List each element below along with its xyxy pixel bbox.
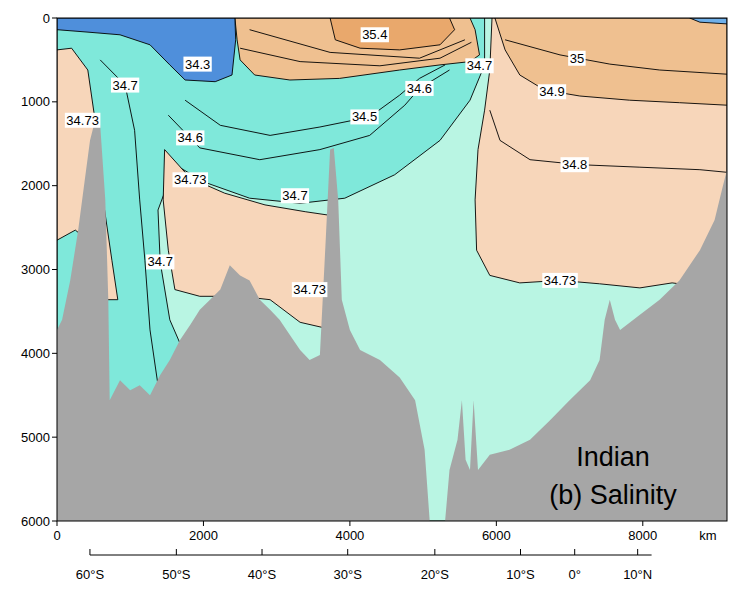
label-background xyxy=(146,254,174,269)
x-tick-label: 4000 xyxy=(335,528,364,543)
contour-label: 34.7 xyxy=(467,58,492,73)
contour-label: 35 xyxy=(570,51,584,66)
latitude-tick xyxy=(262,549,263,555)
salinity-region xyxy=(57,18,727,521)
y-tick-label: 5000 xyxy=(21,430,50,445)
contour-line xyxy=(250,30,465,59)
salinity-region xyxy=(690,18,727,24)
latitude-tick xyxy=(176,549,177,555)
latitude-tick xyxy=(89,549,90,555)
x-tick xyxy=(349,521,350,526)
y-tick xyxy=(52,269,57,270)
latitude-tick xyxy=(347,549,348,555)
salinity-region xyxy=(57,18,236,82)
y-tick xyxy=(52,521,57,522)
contour-line xyxy=(185,65,445,135)
subtitle: (b) Salinity xyxy=(549,480,677,510)
latitude-axis-line xyxy=(90,555,652,556)
latitude-tick-label: 40°S xyxy=(248,567,277,582)
contour-label: 34.8 xyxy=(562,157,587,172)
contour-label: 34.7 xyxy=(148,254,173,269)
x-tick xyxy=(203,521,204,526)
contour-label: 34.6 xyxy=(407,81,432,96)
y-tick-label: 6000 xyxy=(21,514,50,529)
latitude-tick-label: 0° xyxy=(568,567,580,582)
y-tick xyxy=(52,18,57,19)
y-tick-label: 4000 xyxy=(21,346,50,361)
salinity-region xyxy=(235,18,480,80)
latitude-tick-label: 10°S xyxy=(506,567,535,582)
x-tick-label: 8000 xyxy=(628,528,657,543)
y-tick-label: 2000 xyxy=(21,178,50,193)
latitude-tick-label: 20°S xyxy=(421,567,450,582)
x-tick xyxy=(496,521,497,526)
contour-label: 34.3 xyxy=(185,57,210,72)
x-tick-label: 2000 xyxy=(189,528,218,543)
contour-line xyxy=(505,40,727,74)
contour-line xyxy=(100,60,160,400)
label-background xyxy=(183,57,211,72)
plot-frame xyxy=(57,18,727,521)
y-tick xyxy=(52,185,57,186)
label-background xyxy=(65,113,101,128)
bathymetry xyxy=(57,120,727,521)
label-background xyxy=(561,157,589,172)
latitude-tick-label: 10°N xyxy=(623,567,652,582)
label-background xyxy=(111,78,139,93)
y-tick-label: 3000 xyxy=(21,262,50,277)
salinity-region xyxy=(475,18,727,290)
contour-line xyxy=(490,110,727,172)
contour-label: 34.5 xyxy=(352,109,377,124)
latitude-tick-label: 60°S xyxy=(76,567,105,582)
label-background xyxy=(350,109,378,124)
latitude-tick-label: 50°S xyxy=(162,567,191,582)
label-background xyxy=(542,273,578,288)
contour-label: 34.73 xyxy=(293,282,326,297)
contour-label: 34.73 xyxy=(66,113,99,128)
label-background xyxy=(281,188,309,203)
x-tick-label: 6000 xyxy=(482,528,511,543)
title: Indian xyxy=(576,442,650,472)
contour-label: 34.73 xyxy=(544,273,577,288)
x-tick-label: 0 xyxy=(53,528,60,543)
latitude-tick-label: 30°S xyxy=(334,567,363,582)
contour-label: 34.7 xyxy=(112,78,137,93)
salinity-region xyxy=(330,18,455,50)
label-background xyxy=(568,51,585,66)
chart: 35.4 34.3 34.7 35 34.7 34.6 34.9 34.73 34.5 34.6 3… xyxy=(0,0,751,592)
x-tick xyxy=(642,521,643,526)
label-background xyxy=(465,58,493,73)
salinity-region xyxy=(495,18,727,105)
contour-labels: 35.4 34.3 34.7 35 34.7 34.6 34.9 34.73 34.5 34.6 3… xyxy=(65,27,589,297)
latitude-tick xyxy=(434,549,435,555)
y-tick-label: 0 xyxy=(43,11,50,26)
x-axis-label: km xyxy=(699,528,716,543)
label-background xyxy=(292,282,328,297)
y-tick xyxy=(52,353,57,354)
label-background xyxy=(538,84,566,99)
contour-label: 34.73 xyxy=(174,172,207,187)
contour-label: 34.9 xyxy=(539,84,564,99)
latitude-tick xyxy=(574,549,575,555)
latitude-tick xyxy=(637,549,638,555)
contour-label: 34.7 xyxy=(282,188,307,203)
contour-label: 34.6 xyxy=(178,130,203,145)
contour-label: 35.4 xyxy=(362,27,387,42)
contour-line xyxy=(168,70,449,160)
label-background xyxy=(361,27,389,42)
y-tick xyxy=(52,437,57,438)
label-background xyxy=(172,172,208,187)
label-background xyxy=(176,130,204,145)
label-background xyxy=(405,81,433,96)
y-tick-label: 1000 xyxy=(21,94,50,109)
latitude-tick xyxy=(520,549,521,555)
plot-area xyxy=(57,18,727,521)
y-tick xyxy=(52,101,57,102)
x-tick xyxy=(57,521,58,526)
